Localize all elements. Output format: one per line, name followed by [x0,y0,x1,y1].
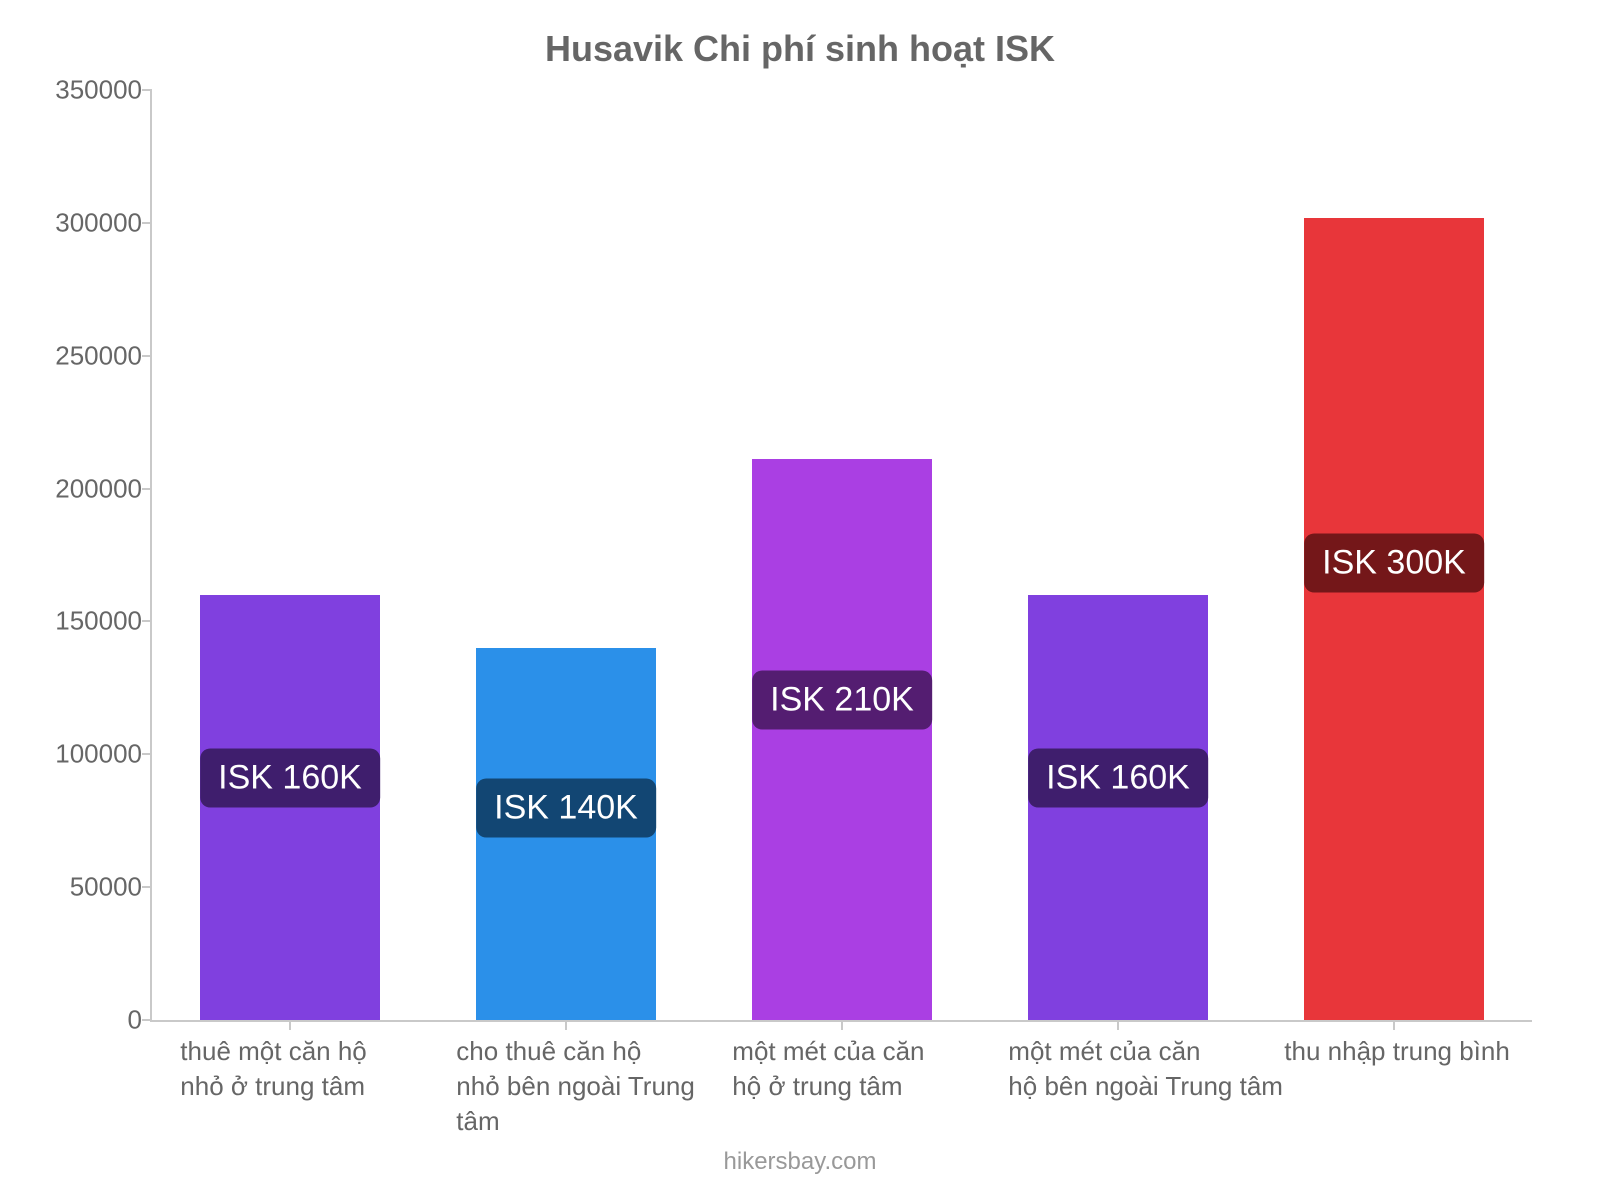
x-axis-label: thu nhập trung bình [1284,1020,1560,1069]
y-axis-tick-label: 250000 [32,340,142,371]
x-axis-label-line1: một mét của căn [732,1036,924,1066]
attribution-text: hikersbay.com [0,1148,1600,1176]
x-axis-label-line2: hộ ở trung tâm [732,1071,902,1101]
x-axis-label-line2: nhỏ bên ngoài Trung tâm [456,1071,695,1136]
x-axis-label-line1: một mét của căn [1008,1036,1200,1066]
y-axis-tick-label: 100000 [32,739,142,770]
y-axis-tick-mark [142,222,152,224]
y-axis-tick-label: 200000 [32,473,142,504]
cost-of-living-chart: Husavik Chi phí sinh hoạt ISK 0500001000… [0,0,1600,1200]
x-axis-label: thuê một căn hộ nhỏ ở trung tâm [180,1020,456,1104]
y-axis-tick-label: 150000 [32,606,142,637]
bar: ISK 160K [200,595,379,1020]
y-axis-tick-label: 350000 [32,75,142,106]
y-axis-tick-mark [142,488,152,490]
y-axis-tick-mark [142,89,152,91]
bar-value-badge: ISK 210K [752,671,932,730]
x-axis-label-line2: hộ bên ngoài Trung tâm [1008,1071,1283,1101]
plot-area: 0500001000001500002000002500003000003500… [150,90,1532,1022]
x-axis-label-line1: thuê một căn hộ [180,1036,366,1066]
x-axis-label: cho thuê căn hộ nhỏ bên ngoài Trung tâm [456,1020,732,1139]
bar: ISK 160K [1028,595,1207,1020]
x-axis-label-line1: thu nhập trung bình [1284,1036,1510,1066]
bar-value-badge: ISK 140K [476,778,656,837]
y-axis-tick-label: 0 [32,1005,142,1036]
y-axis-tick-mark [142,753,152,755]
bar-value-badge: ISK 160K [200,748,380,807]
chart-title: Husavik Chi phí sinh hoạt ISK [0,28,1600,70]
y-axis-tick-mark [142,355,152,357]
bar-value-badge: ISK 300K [1304,533,1484,592]
y-axis-tick-label: 300000 [32,207,142,238]
x-axis-label-line2: nhỏ ở trung tâm [180,1071,365,1101]
y-axis-tick-label: 50000 [32,872,142,903]
y-axis-tick-mark [142,1019,152,1021]
bar: ISK 210K [752,459,931,1020]
y-axis-tick-mark [142,886,152,888]
x-axis-label: một mét của căn hộ ở trung tâm [732,1020,1008,1104]
x-axis-label: một mét của căn hộ bên ngoài Trung tâm [1008,1020,1284,1104]
y-axis-tick-mark [142,620,152,622]
x-axis-label-line1: cho thuê căn hộ [456,1036,641,1066]
bar-value-badge: ISK 160K [1028,748,1208,807]
bar: ISK 300K [1304,218,1483,1020]
bar: ISK 140K [476,648,655,1020]
